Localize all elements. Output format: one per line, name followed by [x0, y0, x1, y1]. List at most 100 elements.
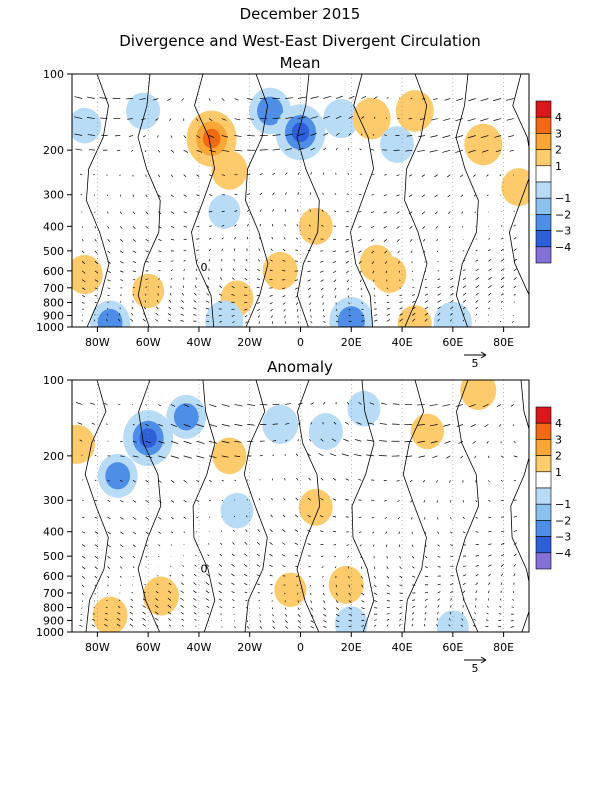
- wind-vector: [386, 96, 389, 99]
- wind-vector: [485, 619, 489, 621]
- wind-vector: [408, 194, 413, 197]
- wind-vector: [424, 555, 428, 559]
- wind-vector: [247, 404, 256, 406]
- wind-vector: [81, 211, 83, 213]
- wind-vector: [132, 455, 139, 458]
- wind-vector: [307, 529, 311, 533]
- wind-vector: [335, 321, 339, 323]
- wind-vector: [143, 312, 146, 316]
- wind-vector: [282, 260, 286, 262]
- wind-vector: [409, 226, 413, 229]
- wind-vector: [219, 277, 223, 280]
- wind-vector: [82, 531, 86, 534]
- wind-vector: [294, 287, 299, 290]
- wind-vector: [358, 401, 362, 405]
- wind-vector: [269, 553, 273, 557]
- colorbar-swatch: [535, 100, 552, 118]
- wind-vector: [221, 224, 225, 227]
- wind-vector: [107, 226, 110, 229]
- wind-vector: [158, 194, 161, 198]
- wind-vector: [409, 239, 413, 242]
- wind-vector: [167, 319, 172, 322]
- wind-vector: [285, 626, 289, 629]
- wind-vector: [297, 192, 299, 195]
- wind-vector: [513, 515, 517, 518]
- wind-vector: [323, 620, 327, 623]
- wind-vector: [234, 424, 243, 427]
- wind-vector: [129, 617, 134, 621]
- wind-vector: [348, 95, 355, 99]
- wind-vector: [487, 194, 489, 197]
- wind-vector: [374, 619, 377, 621]
- wind-vector: [513, 440, 516, 443]
- wind-vector: [205, 307, 210, 310]
- wind-vector: [456, 98, 464, 101]
- wind-vector: [120, 455, 125, 457]
- wind-vector: [345, 261, 349, 264]
- wind-vector: [386, 613, 390, 615]
- wind-vector: [448, 211, 451, 214]
- wind-vector: [449, 516, 452, 520]
- wind-vector: [424, 293, 428, 296]
- wind-vector: [436, 239, 438, 242]
- wind-vector: [447, 174, 451, 178]
- wind-vector: [234, 455, 241, 457]
- wind-vector: [475, 292, 479, 296]
- wind-vector: [297, 96, 307, 99]
- wind-vector: [359, 148, 362, 151]
- wind-vector: [158, 404, 162, 407]
- wind-vector: [437, 278, 441, 280]
- wind-vector: [158, 531, 161, 534]
- wind-vector: [437, 312, 441, 316]
- wind-vector: [421, 211, 426, 215]
- wind-vector: [129, 611, 134, 615]
- wind-vector: [497, 626, 502, 628]
- wind-vector: [346, 270, 349, 274]
- wind-vector: [309, 302, 311, 306]
- wind-vector: [74, 116, 83, 119]
- wind-vector: [258, 248, 261, 251]
- wind-vector: [296, 584, 299, 587]
- wind-vector: [462, 590, 466, 594]
- wind-vector: [323, 147, 327, 151]
- wind-vector: [130, 149, 134, 152]
- wind-vector: [310, 600, 313, 603]
- wind-vector: [386, 313, 391, 316]
- wind-vector: [196, 479, 200, 483]
- wind-vector: [272, 614, 274, 617]
- wind-vector: [232, 268, 235, 272]
- wind-vector: [181, 292, 185, 296]
- wind-vector: [234, 118, 241, 121]
- wind-vector: [358, 478, 362, 481]
- wind-vector: [183, 249, 187, 252]
- colorbar-label: −3: [555, 225, 571, 238]
- wind-vector: [94, 295, 98, 297]
- wind-vector: [462, 226, 464, 228]
- wind-vector: [105, 319, 108, 322]
- wind-vector: [257, 529, 261, 532]
- x-tick-label: 80W: [85, 641, 110, 654]
- wind-vector: [423, 239, 426, 242]
- wind-vector: [297, 133, 305, 136]
- wind-vector: [81, 239, 84, 242]
- wind-vector: [404, 455, 413, 458]
- wind-vector: [106, 174, 108, 176]
- contour-line: [510, 380, 529, 632]
- wind-vector: [234, 626, 236, 629]
- wind-vector: [284, 607, 287, 610]
- wind-vector: [385, 270, 388, 274]
- wind-vector: [295, 295, 299, 298]
- wind-vector: [245, 529, 248, 532]
- wind-vector: [513, 563, 517, 567]
- wind-vector: [475, 307, 478, 310]
- wind-vector: [245, 258, 248, 262]
- wind-vector: [488, 455, 490, 459]
- wind-vector: [399, 318, 403, 322]
- wind-vector: [94, 499, 98, 502]
- wind-vector: [467, 135, 476, 139]
- wind-vector: [386, 600, 391, 602]
- wind-vector: [132, 294, 135, 296]
- wind-vector: [221, 479, 224, 482]
- wind-vector: [499, 605, 502, 608]
- wind-vector: [348, 600, 352, 603]
